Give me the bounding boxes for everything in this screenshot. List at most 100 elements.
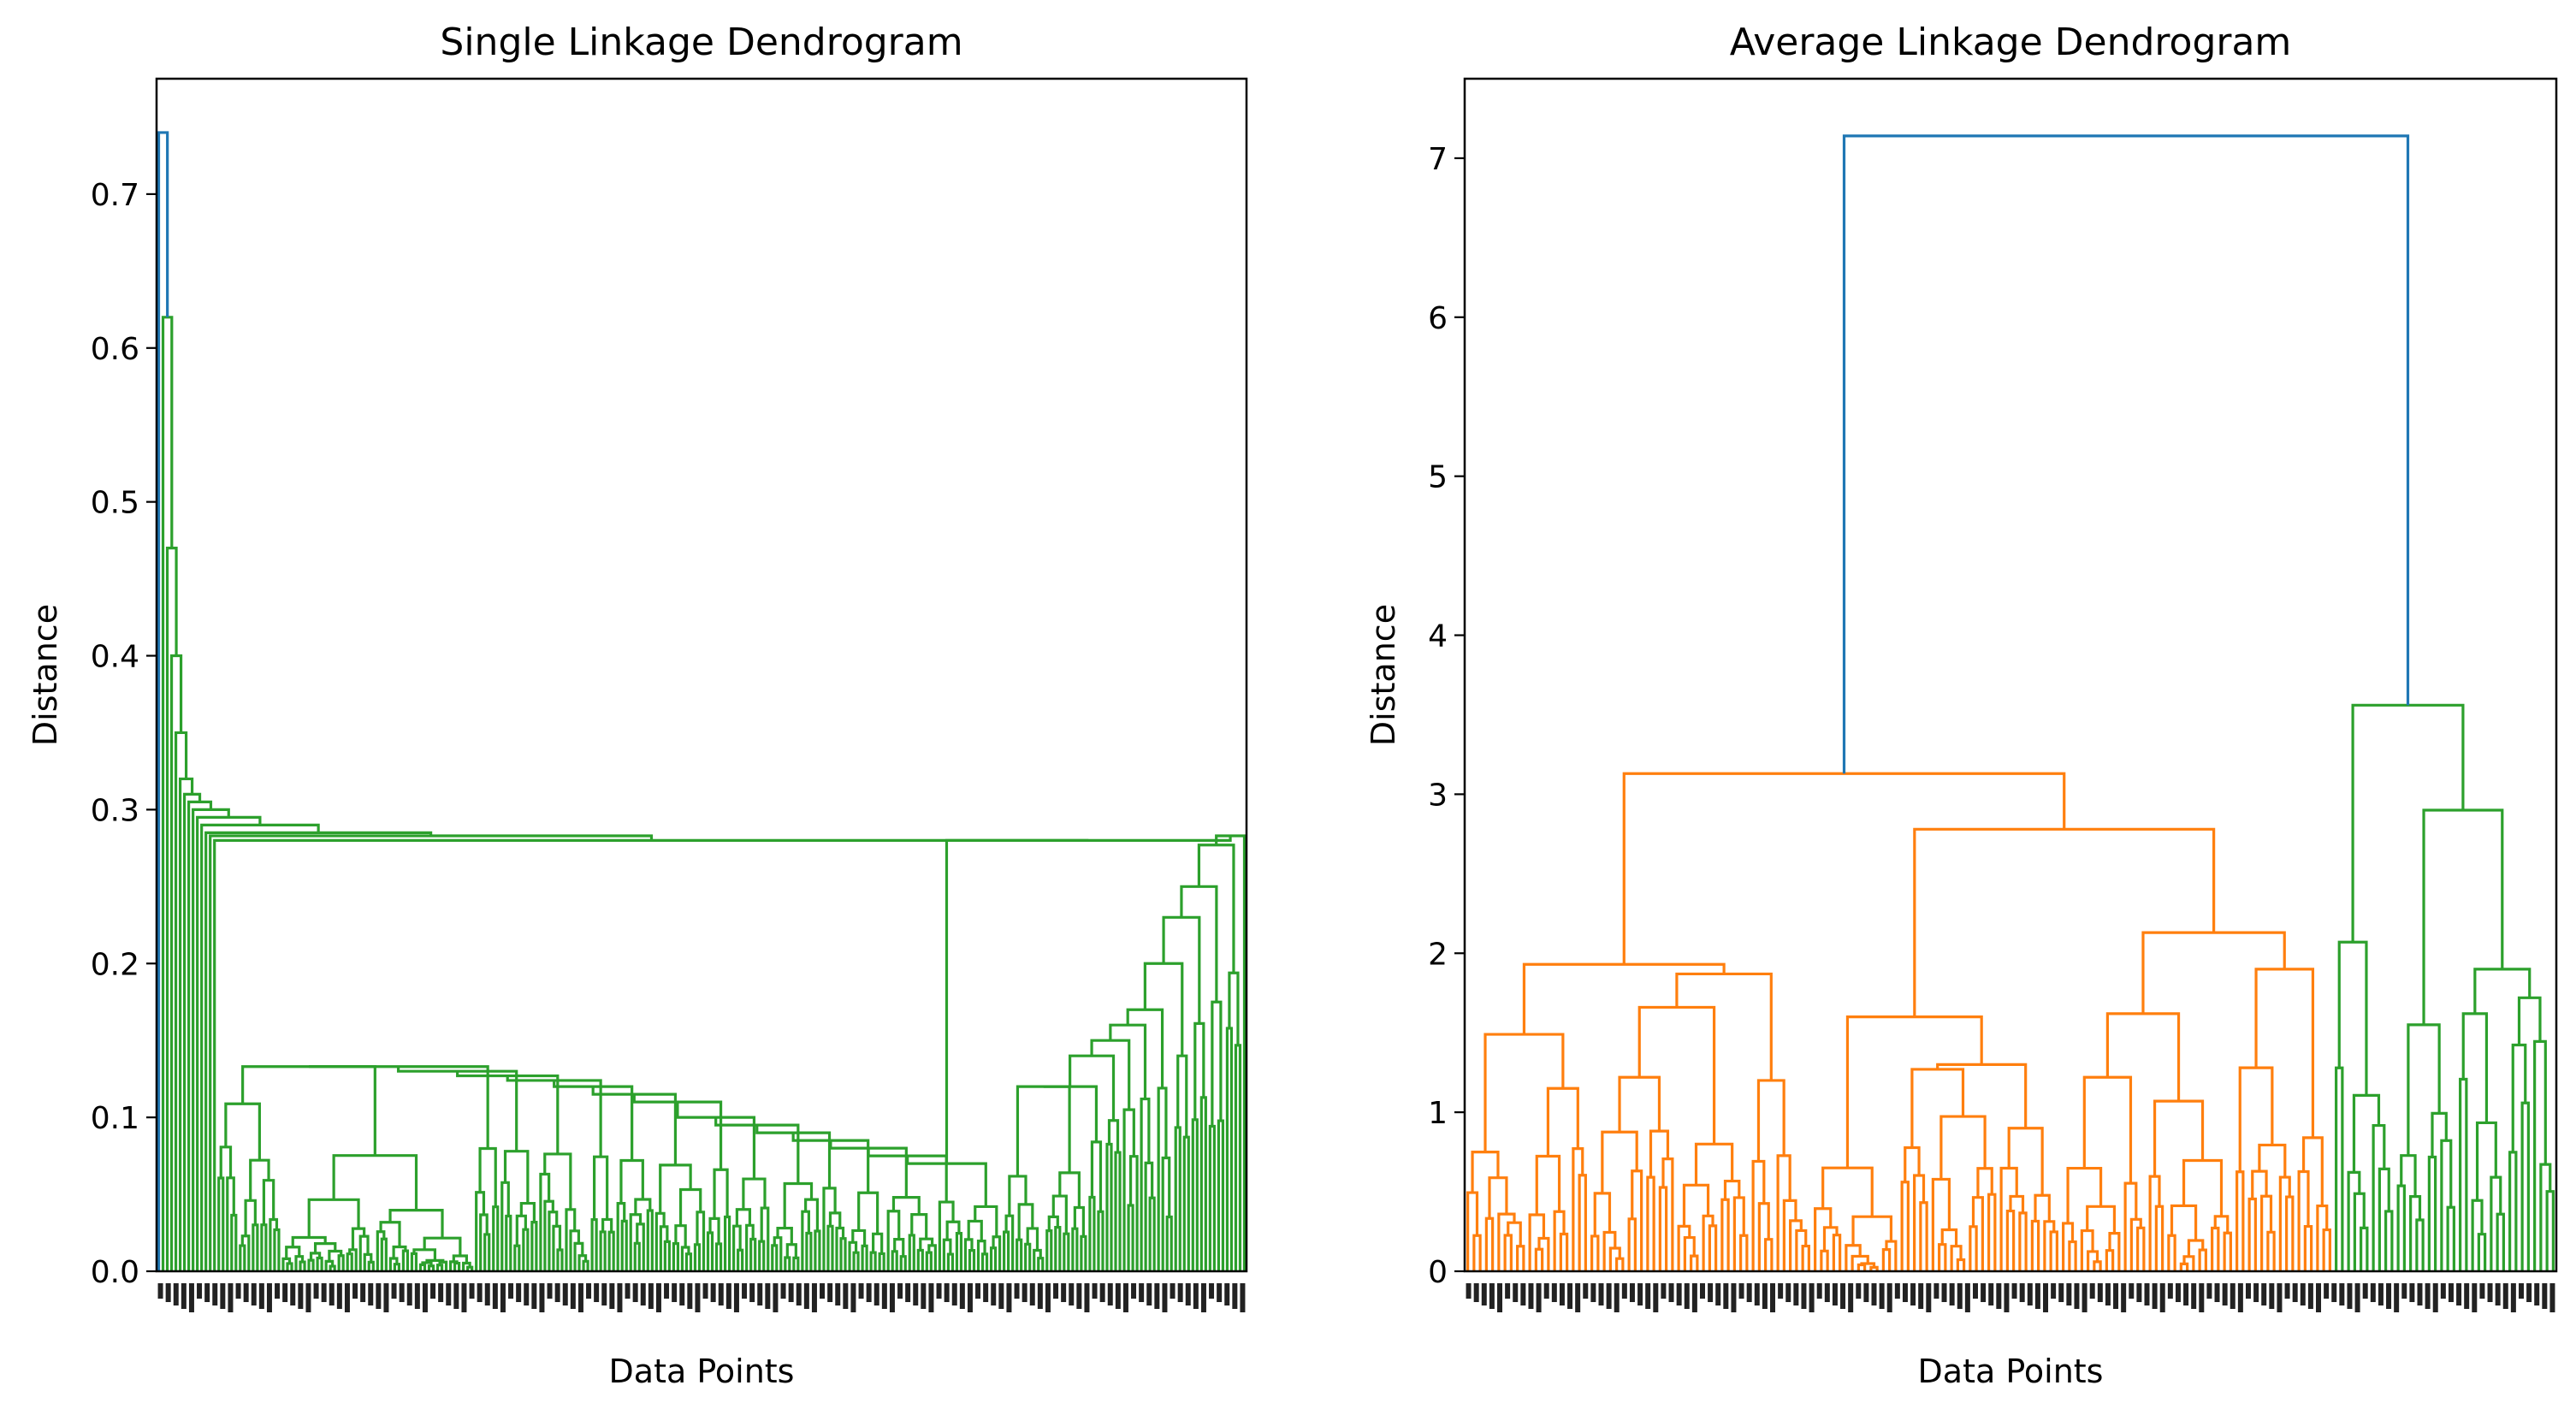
dendrogram-link	[2066, 1166, 2103, 1223]
dendrogram-link	[1913, 827, 2216, 1017]
dendrogram-link	[706, 1231, 714, 1271]
dendrogram-link	[946, 1252, 955, 1271]
leaf-tick-label	[835, 1283, 841, 1305]
dendrogram-link	[239, 1244, 246, 1271]
leaf-tick-label	[430, 1283, 436, 1299]
dendrogram-link	[749, 1237, 757, 1271]
dendrogram-link	[2136, 1226, 2146, 1271]
dendrogram-link	[2409, 1195, 2422, 1271]
dendrogram-link	[2154, 1205, 2164, 1271]
leaf-tick-label	[648, 1283, 654, 1309]
leaf-tick-label	[1629, 1283, 1635, 1302]
leaf-tick-label	[2448, 1283, 2454, 1302]
leaf-tick-label	[2479, 1283, 2485, 1299]
leaf-tick-label	[2487, 1283, 2493, 1302]
leaf-tick-label	[944, 1283, 950, 1302]
dendrogram-link	[1842, 134, 2410, 774]
dendrogram-link	[332, 1154, 418, 1211]
leaf-tick-label	[2051, 1283, 2057, 1299]
dendrogram-link	[2335, 1066, 2344, 1271]
dendrogram-link	[2384, 1210, 2394, 1271]
leaf-tick-label	[2409, 1283, 2415, 1302]
single-linkage-panel: Single Linkage Dendrogram 0.00.10.20.30.…	[27, 21, 1248, 1390]
leaf-tick-label	[391, 1283, 397, 1299]
dendrogram-link	[456, 1071, 560, 1154]
leaf-tick-label	[1871, 1283, 1877, 1305]
dendrogram-link	[2030, 1219, 2040, 1271]
dendrogram-link	[607, 1230, 615, 1271]
leaf-tick-label	[2417, 1283, 2423, 1305]
leaf-tick-label	[2386, 1283, 2392, 1309]
leaf-tick-label	[1232, 1283, 1238, 1309]
dendrogram-link	[1622, 772, 2066, 965]
leaf-tick-label	[2167, 1283, 2173, 1299]
leaf-tick-label	[1972, 1283, 1978, 1299]
leaf-tick-label	[2456, 1283, 2462, 1305]
leaf-tick-label	[687, 1283, 693, 1309]
leaf-tick-label	[204, 1283, 210, 1302]
leaf-tick-label	[780, 1283, 786, 1299]
leaf-tick-label	[1022, 1283, 1027, 1302]
plot-frame	[155, 77, 1248, 1273]
dendrogram-link	[308, 1065, 489, 1149]
leaf-tick-label	[484, 1283, 490, 1305]
leaf-tick-label	[1146, 1283, 1152, 1305]
dendrogram-link	[908, 1234, 915, 1271]
leaf-tick-label	[655, 1283, 661, 1312]
leaf-tick-label	[1598, 1283, 1604, 1305]
leaf-tick-label	[1061, 1283, 1067, 1302]
leaf-tick-label	[1513, 1283, 1519, 1302]
leaf-tick-label	[905, 1283, 911, 1302]
y-tick-label: 0.0	[91, 1255, 139, 1290]
leaf-tick-label	[2432, 1283, 2438, 1312]
leaf-tick-label	[1708, 1283, 1714, 1302]
dendrogram-link	[2446, 1205, 2455, 1271]
leaf-tick-label	[1177, 1283, 1183, 1302]
dendrogram-link	[2238, 1066, 2274, 1172]
leaf-tick-label	[1606, 1283, 1612, 1309]
leaf-tick-label	[1489, 1283, 1495, 1309]
leaf-tick-label	[2144, 1283, 2150, 1305]
dendrogram-link	[2148, 1175, 2161, 1271]
dendrogram-link	[299, 1260, 306, 1271]
dendrogram-link	[337, 1254, 345, 1271]
dendrogram-link	[1690, 1254, 1699, 1271]
leaf-tick-label	[2105, 1283, 2111, 1305]
leaf-tick-label	[406, 1283, 412, 1305]
leaf-tick-label	[594, 1283, 600, 1302]
dendrogram-link	[672, 1241, 680, 1271]
dendrogram-link	[1165, 1215, 1173, 1271]
leaf-tick-label	[820, 1283, 826, 1299]
dendrogram-link	[1045, 1229, 1053, 1271]
dendrogram-link	[260, 1223, 268, 1271]
leaf-tick-label	[290, 1283, 296, 1305]
leaf-tick-label	[1567, 1283, 1573, 1309]
leaf-tick-label	[773, 1283, 779, 1312]
dendrogram-link	[1913, 1174, 1926, 1271]
dendrogram-link	[2141, 931, 2286, 1014]
leaf-tick-label	[243, 1283, 249, 1302]
leaf-tick-label	[1637, 1283, 1643, 1305]
dendrogram-link	[713, 1168, 729, 1219]
dendrogram-link	[1661, 1157, 1674, 1271]
leaf-tick-label	[2502, 1283, 2508, 1309]
dendrogram-link	[286, 1262, 293, 1271]
dendrogram-link	[1971, 1196, 1984, 1271]
leaf-tick-label	[1918, 1283, 1924, 1309]
dendrogram-link	[1466, 1191, 1479, 1271]
dendrogram-link	[2153, 1099, 2205, 1177]
leaf-tick-label	[2082, 1283, 2087, 1312]
y-axis-label: Distance	[1365, 604, 1402, 746]
leaf-tick-label	[742, 1283, 748, 1299]
leaf-tick-label	[2034, 1283, 2040, 1309]
leaf-tick-label	[617, 1283, 623, 1312]
leaf-tick-label	[586, 1283, 592, 1299]
leaf-tick-label	[1053, 1283, 1059, 1299]
leaf-tick-label	[632, 1283, 638, 1302]
dendrogram-link	[2254, 968, 2315, 1138]
dendrogram-link	[1483, 1033, 1565, 1152]
leaf-tick-label	[1738, 1283, 1744, 1299]
dendrogram-link	[1675, 972, 1773, 1080]
dendrogram-link	[1646, 1175, 1655, 1271]
leaf-tick-label	[2129, 1283, 2135, 1299]
